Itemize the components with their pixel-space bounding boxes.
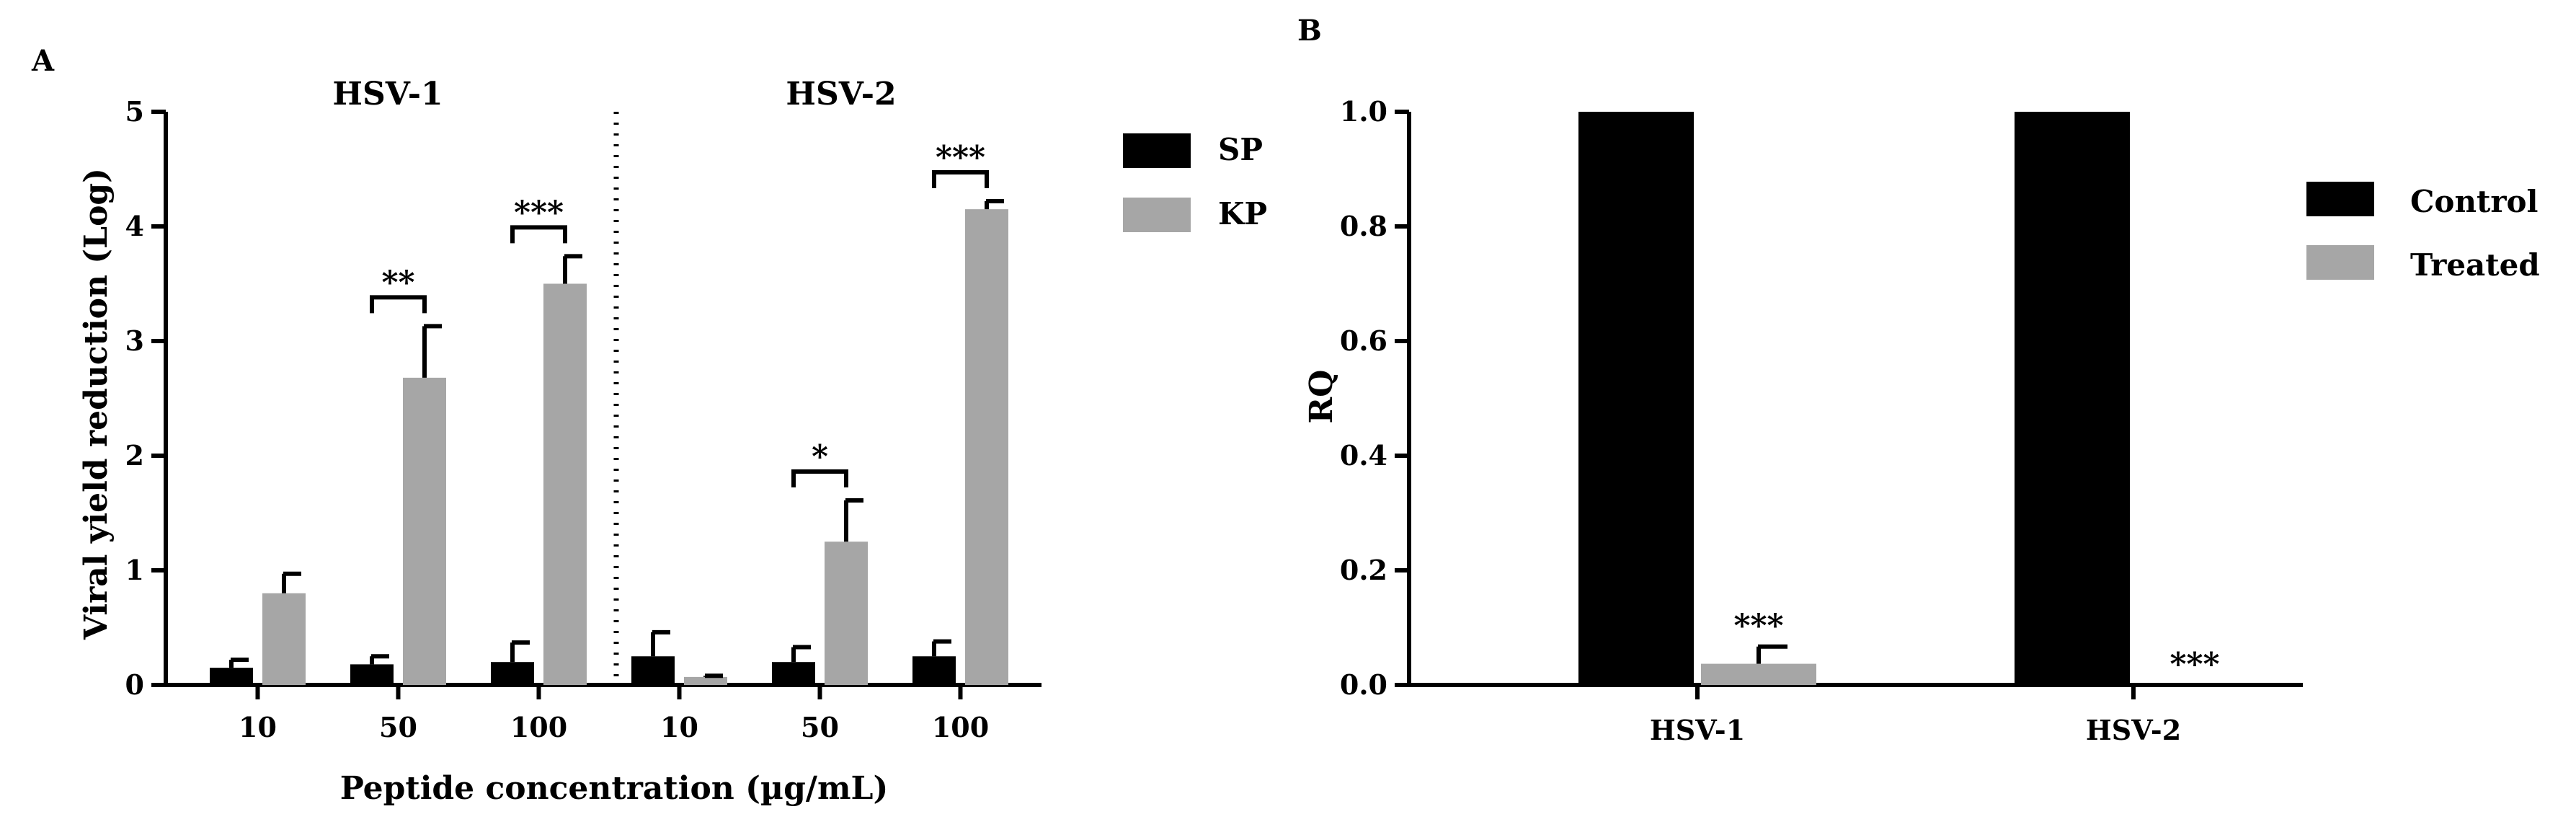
significance-bracket-2: [510, 225, 567, 244]
significance-label-5: ***: [936, 139, 985, 176]
significance-bracket-4: [791, 469, 848, 488]
x-tick-label-a-50: 50: [379, 711, 417, 743]
bar-kp-0: [262, 593, 306, 685]
bar-kp-5: [965, 209, 1008, 685]
y-tick-label-b: 0.6: [1340, 324, 1387, 357]
y-tick-label-a: 1: [125, 554, 144, 586]
x-tick-label-a-100: 100: [510, 711, 567, 743]
legend-swatch-sp: [1123, 133, 1191, 168]
bar-kp-4: [825, 541, 868, 685]
y-tick-label-b: 0.4: [1340, 439, 1387, 472]
legend-label-sp: SP: [1218, 132, 1263, 167]
bar-sp-5: [912, 656, 956, 685]
significance-bracket-5: [932, 170, 989, 189]
y-tick-label-a: 0: [125, 668, 144, 701]
significance-bracket-1: [370, 295, 427, 314]
y-axis-title-a: Viral yield reduction (Log): [78, 168, 115, 640]
legend-swatch-treated: [2306, 245, 2374, 280]
y-tick-label-b: 0.8: [1340, 210, 1387, 242]
y-tick-label-b: 1.0: [1340, 95, 1387, 128]
chart-panel-b: B RQ 0.00.20.40.60.81.0HSV-1***HSV-2*** …: [1297, 14, 2540, 746]
bar-treated-hsv-1: [1701, 663, 1816, 685]
bar-control-hsv-2: [2015, 112, 2130, 685]
bar-sp-1: [350, 664, 394, 685]
bar-sp-0: [210, 668, 253, 685]
group-title-hsv1: HSV-1: [332, 76, 443, 112]
legend-b: Control Treated: [2306, 182, 2540, 283]
y-tick-label-a: 3: [125, 324, 144, 357]
y-tick-label-b: 0.2: [1340, 554, 1387, 586]
bar-kp-1: [403, 377, 446, 685]
legend-swatch-kp: [1123, 198, 1191, 232]
significance-label-4: *: [812, 438, 828, 475]
x-tick-label-a-50: 50: [801, 711, 839, 743]
bar-sp-3: [631, 656, 675, 685]
bar-kp-3: [684, 676, 727, 685]
significance-label-1: **: [381, 264, 414, 301]
bar-sp-2: [491, 662, 534, 685]
bar-sp-4: [772, 662, 815, 685]
significance-label-2: ***: [514, 194, 564, 231]
panel-b-marks: 0.0 0.2 0.4 0.6 0.8 1.0 HSV-1 *** HSV-2 ***: [1340, 95, 2303, 746]
legend-label-treated: Treated: [2410, 247, 2540, 283]
y-tick-label-a: 4: [125, 210, 144, 242]
panel-letter-a: A: [31, 44, 55, 78]
bar-control-hsv-1: [1578, 112, 1694, 685]
y-tick-label-b: 0.0: [1340, 668, 1387, 701]
group-title-hsv2: HSV-2: [786, 76, 896, 112]
panel-letter-b: B: [1297, 14, 1322, 48]
x-tick-label-a-10: 10: [239, 711, 277, 743]
bar-kp-2: [543, 283, 587, 685]
panel-a-marks: 0 1 2 3 4 5 10 50 ** 100 *** 10 50 * 100 ***: [125, 95, 1041, 743]
legend-a: SP KP: [1123, 132, 1267, 232]
x-tick-label-b-hsv-1: HSV-1: [1650, 714, 1745, 746]
significance-label-hsv-2: ***: [2169, 646, 2219, 683]
y-tick-label-a: 2: [125, 439, 144, 472]
x-tick-label-a-100: 100: [932, 711, 989, 743]
legend-label-control: Control: [2410, 184, 2538, 219]
x-tick-label-b-hsv-2: HSV-2: [2086, 714, 2181, 746]
legend-label-kp: KP: [1218, 196, 1267, 231]
y-axis-title-b: RQ: [1303, 370, 1340, 424]
chart-panel-a: A Viral yield reduction (Log) Peptide co…: [31, 44, 1267, 807]
significance-label-hsv-1: ***: [1733, 608, 1783, 645]
x-axis-title-a: Peptide concentration (µg/mL): [340, 770, 889, 807]
y-tick-label-a: 5: [125, 95, 144, 128]
x-tick-label-a-10: 10: [660, 711, 698, 743]
legend-swatch-control: [2306, 182, 2374, 216]
